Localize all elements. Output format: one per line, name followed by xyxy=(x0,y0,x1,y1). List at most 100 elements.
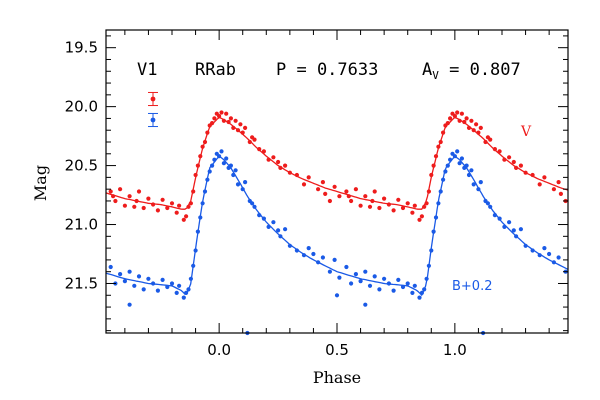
amplitude-value: = 0.807 xyxy=(439,60,521,80)
b-data-point xyxy=(240,187,245,192)
x-tick-label: 0.0 xyxy=(207,341,231,359)
v-data-point xyxy=(108,189,113,194)
v-data-point xyxy=(466,125,472,130)
v-data-point xyxy=(346,194,351,199)
b-data-point xyxy=(205,177,210,182)
v-data-point xyxy=(457,118,462,123)
v-data-point xyxy=(502,157,507,162)
y-tick-label: 21.5 xyxy=(65,274,98,292)
v-data-point xyxy=(358,203,363,208)
b-data-point xyxy=(228,163,233,168)
b-data-point xyxy=(514,234,519,239)
b-data-point xyxy=(191,263,196,268)
v-data-point xyxy=(306,175,311,180)
y-axis-title: Mag xyxy=(31,165,50,201)
v-data-point xyxy=(257,147,262,152)
b-data-point xyxy=(316,260,321,265)
v-data-point xyxy=(478,125,483,130)
v-data-point xyxy=(514,165,519,170)
b-data-point xyxy=(537,253,542,258)
v-data-point xyxy=(221,118,226,123)
b-data-point xyxy=(382,276,387,281)
b-data-point xyxy=(217,154,222,159)
b-data-point xyxy=(200,201,205,206)
b-data-point xyxy=(332,257,337,262)
b-data-point xyxy=(188,276,193,281)
v-data-point xyxy=(391,208,396,213)
b-data-point xyxy=(386,281,391,286)
b-data-point xyxy=(429,248,434,253)
b-data-point xyxy=(276,228,281,233)
v-error-point xyxy=(150,96,156,102)
y-tick-label: 19.5 xyxy=(65,39,98,57)
v-data-point xyxy=(452,114,457,119)
v-data-point xyxy=(412,203,417,208)
b-data-point xyxy=(485,201,490,206)
v-data-point xyxy=(276,159,281,165)
data-points xyxy=(108,110,568,336)
v-data-point xyxy=(283,163,288,168)
b-data-point xyxy=(396,277,401,282)
v-data-point xyxy=(118,187,123,192)
b-data-point xyxy=(507,220,512,225)
v-data-point xyxy=(417,217,422,222)
b-data-point xyxy=(334,293,340,298)
amplitude-label: AV = 0.807 xyxy=(422,60,521,82)
v-data-point xyxy=(471,128,476,133)
v-data-point xyxy=(287,170,292,175)
b-data-point xyxy=(219,149,224,154)
v-data-point xyxy=(396,197,401,202)
x-axis-title: Phase xyxy=(313,368,361,387)
error-bar-legend xyxy=(148,91,158,128)
v-data-point xyxy=(431,163,436,168)
v-data-point xyxy=(507,155,512,160)
b-data-point xyxy=(118,272,123,277)
b-data-point xyxy=(547,251,552,257)
b-data-point xyxy=(108,264,113,270)
b-data-point xyxy=(511,228,516,233)
b-data-point xyxy=(417,295,422,300)
y-tick-label: 20.0 xyxy=(65,98,98,116)
b-data-point xyxy=(367,283,373,288)
tick-labels: 0.0 0.5 1.0 19.5 20.0 20.5 21.0 21.5 xyxy=(65,39,467,359)
v-data-point xyxy=(177,203,182,208)
b-data-point xyxy=(311,251,316,257)
v-data-point xyxy=(181,217,186,222)
b-data-point xyxy=(410,290,415,295)
b-data-point xyxy=(363,302,368,307)
b-data-point xyxy=(160,277,165,282)
v-data-point xyxy=(382,196,387,201)
v-data-point xyxy=(188,201,193,206)
b-data-point xyxy=(306,246,311,251)
b-data-point xyxy=(155,288,160,293)
b-data-point xyxy=(127,269,132,274)
b-data-point xyxy=(250,201,255,206)
v-data-point xyxy=(261,149,266,154)
b-data-point xyxy=(257,213,262,218)
v-data-point xyxy=(422,204,427,209)
v-data-point xyxy=(436,144,441,149)
b-data-point xyxy=(455,149,460,154)
b-data-point xyxy=(195,229,200,234)
v-data-point xyxy=(558,191,564,196)
v-data-point xyxy=(136,189,142,194)
b-data-point xyxy=(344,264,349,270)
v-data-point xyxy=(530,172,535,178)
b-data-point xyxy=(457,161,462,166)
b-data-point xyxy=(202,189,208,194)
v-data-point xyxy=(332,184,337,189)
v-data-point xyxy=(344,189,349,194)
v-model-curve xyxy=(105,116,569,210)
b-data-point xyxy=(492,213,497,218)
b-data-point xyxy=(122,279,127,284)
v-data-point xyxy=(160,197,165,202)
v-data-point xyxy=(337,194,342,199)
v-data-point xyxy=(294,172,299,178)
b-error-point xyxy=(150,117,156,123)
b-data-point xyxy=(471,182,476,187)
b-data-point xyxy=(363,269,368,274)
v-data-point xyxy=(424,201,429,206)
b-data-point xyxy=(426,263,431,268)
b-data-point xyxy=(400,284,406,290)
v-data-point xyxy=(367,204,373,209)
